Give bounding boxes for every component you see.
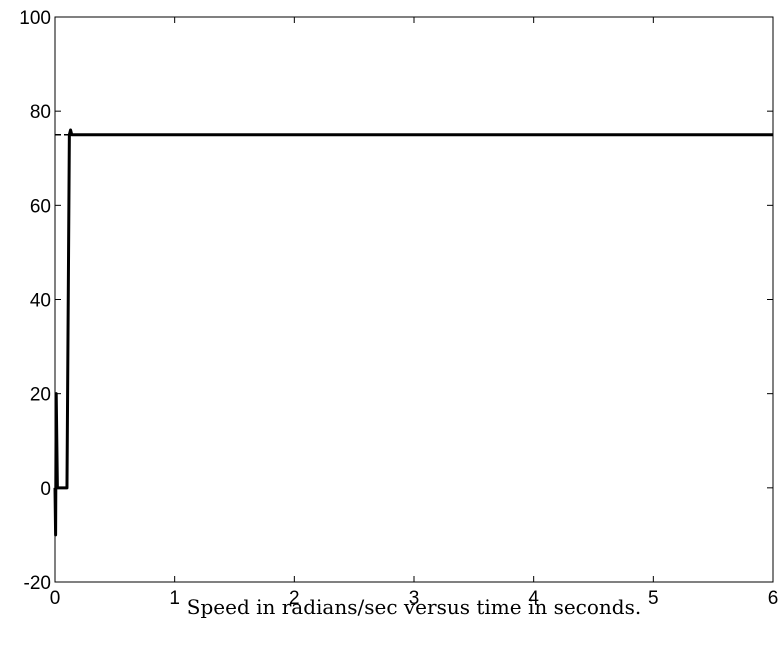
x-tick-label: 6 (768, 588, 779, 609)
y-tick-label: 80 (30, 102, 51, 123)
plot-area (55, 130, 773, 535)
x-tick-label: 1 (169, 588, 180, 609)
y-tick-label: 20 (30, 385, 51, 406)
x-axis-label: Speed in radians/sec versus time in seco… (187, 595, 641, 619)
x-tick-label: 5 (648, 588, 659, 609)
series-line (55, 130, 773, 535)
y-tick-label: 100 (19, 8, 51, 29)
y-tick-label: 0 (40, 479, 51, 500)
y-tick-label: 60 (30, 196, 51, 217)
x-tick-label: 0 (50, 588, 61, 609)
y-tick-label: 40 (30, 291, 51, 312)
y-tick-label: -20 (24, 573, 51, 594)
axes-frame (55, 17, 773, 582)
